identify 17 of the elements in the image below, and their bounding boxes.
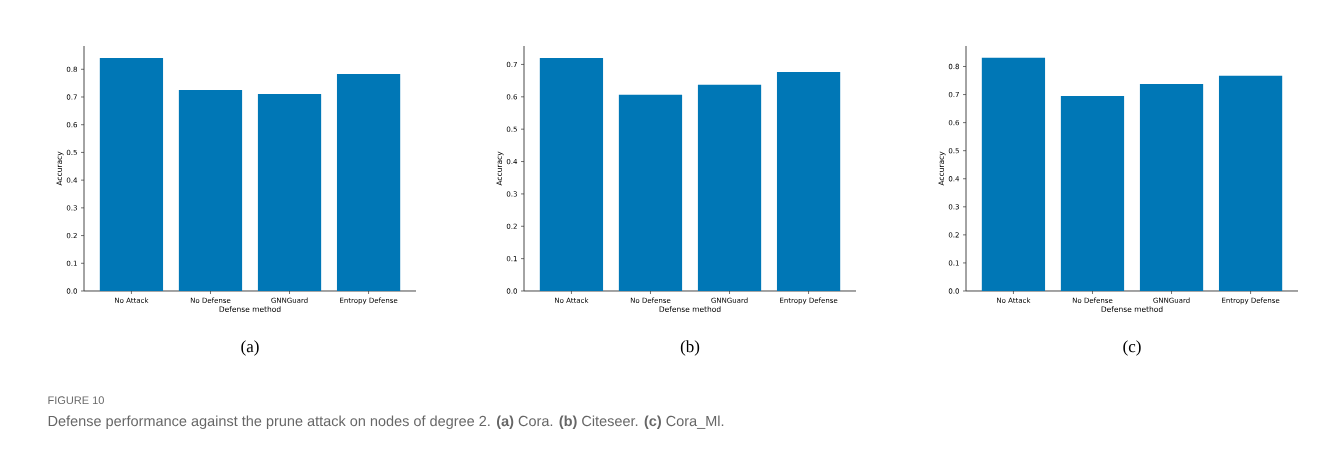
bar — [257, 93, 322, 291]
bar — [1218, 75, 1283, 291]
bar — [618, 94, 683, 291]
bar — [1060, 95, 1125, 291]
caption: FIGURE 10 — [48, 396, 104, 405]
bar — [697, 84, 762, 291]
bar — [99, 57, 164, 291]
bar — [336, 73, 401, 291]
text: Defense performance against the prune attack on nodes of degree 2. (a) Cora. (b) Citeseer. (c) Cora_Ml. — [48, 415, 724, 430]
text: (c) — [1123, 340, 1141, 356]
text: (b) — [680, 340, 700, 356]
bar — [1139, 83, 1204, 291]
bar — [539, 57, 604, 291]
text: (a) — [241, 340, 259, 356]
bar — [776, 71, 841, 291]
bar — [981, 57, 1046, 291]
bar — [178, 90, 243, 291]
